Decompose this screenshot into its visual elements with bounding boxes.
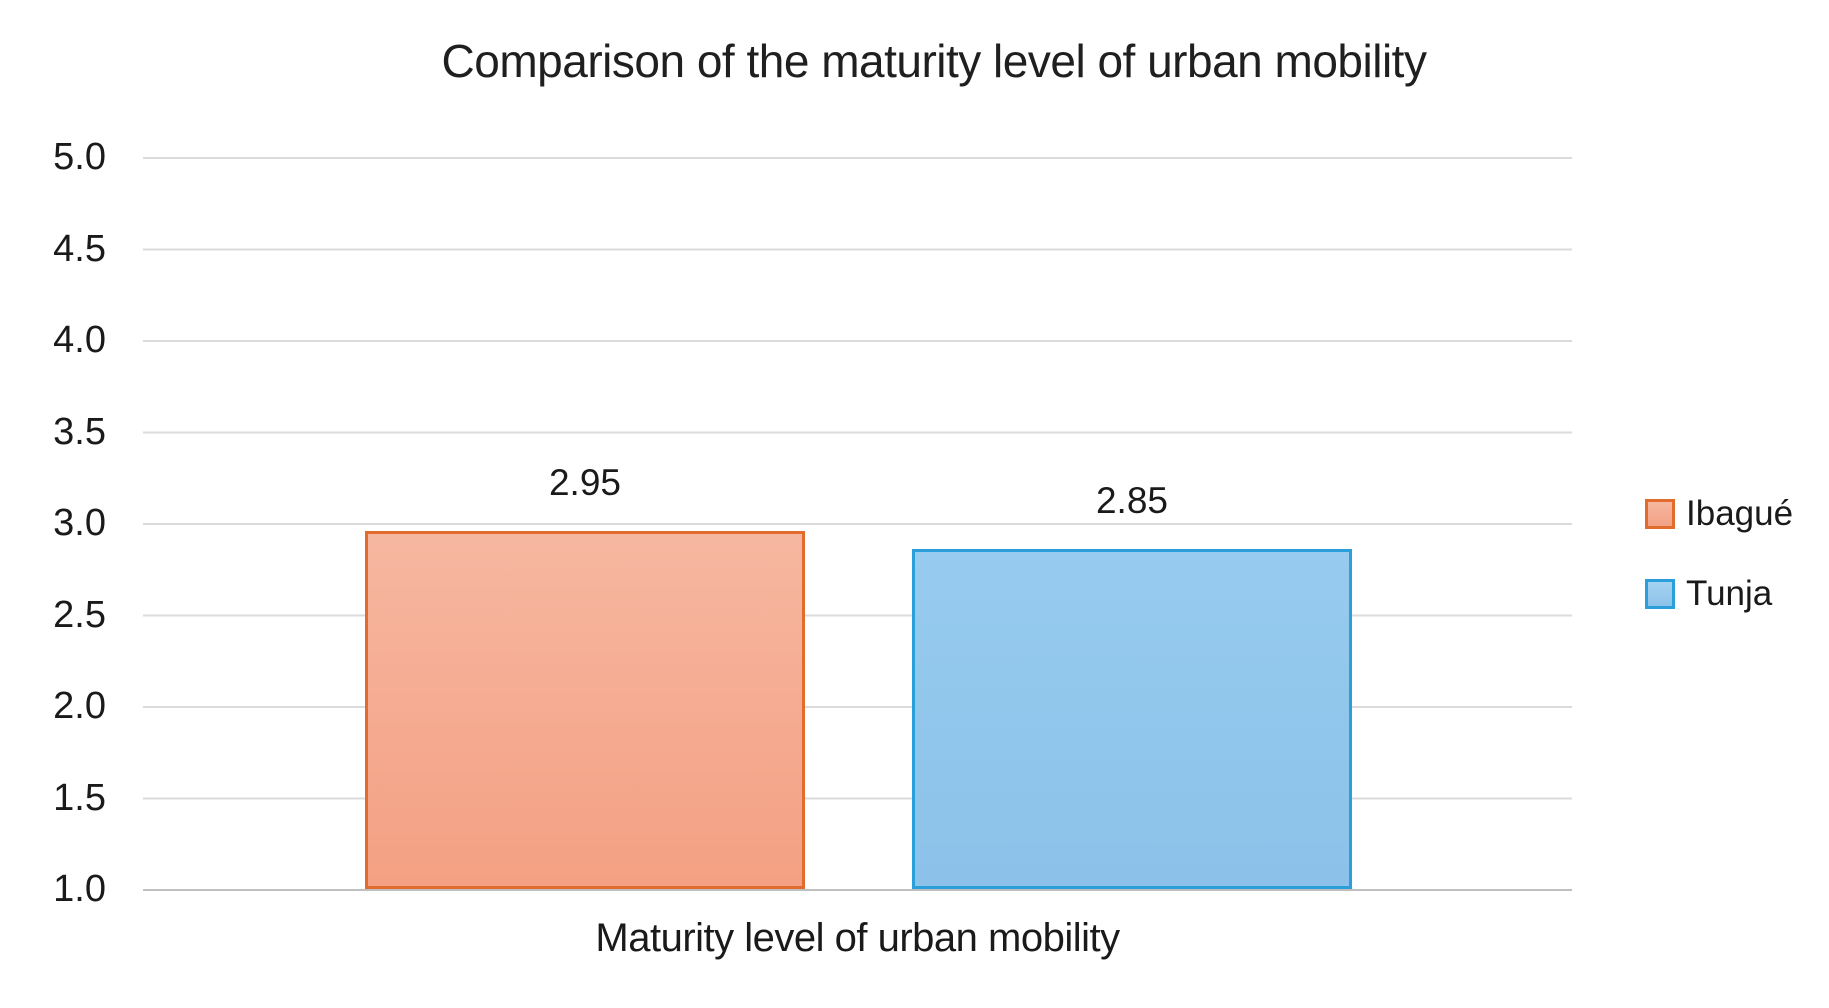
y-tick-label: 4.0 [53,319,106,361]
legend-label-tunja: Tunja [1686,574,1773,613]
y-tick-label: 3.5 [53,410,106,453]
y-tick-label: 3.0 [53,502,106,544]
bar-tunja [912,549,1352,889]
plot-area [143,157,1572,891]
bar-ibague [365,531,805,889]
gridlines [143,157,1572,889]
y-tick-label: 2.0 [53,685,106,727]
chart-title: Comparison of the maturity level of urba… [441,35,1427,87]
legend-swatch-tunja-icon [1645,579,1675,609]
legend-item-tunja: Tunja [1645,574,1793,614]
data-label-ibague: 2.95 [548,462,621,503]
y-tick-label: 1.5 [53,776,106,819]
y-tick-label: 2.5 [53,593,106,636]
legend-item-ibague: Ibagué [1645,494,1793,534]
y-tick-label: 4.5 [53,227,106,270]
y-tick-label: 5.0 [53,136,106,178]
y-tick-label: 1.0 [53,868,106,910]
legend: Ibagué Tunja [1645,494,1793,654]
x-axis-title: Maturity level of urban mobility [595,916,1120,960]
legend-label-ibague: Ibagué [1686,494,1794,533]
legend-swatch-ibague-icon [1645,499,1675,529]
data-label-tunja: 2.85 [1095,480,1168,521]
